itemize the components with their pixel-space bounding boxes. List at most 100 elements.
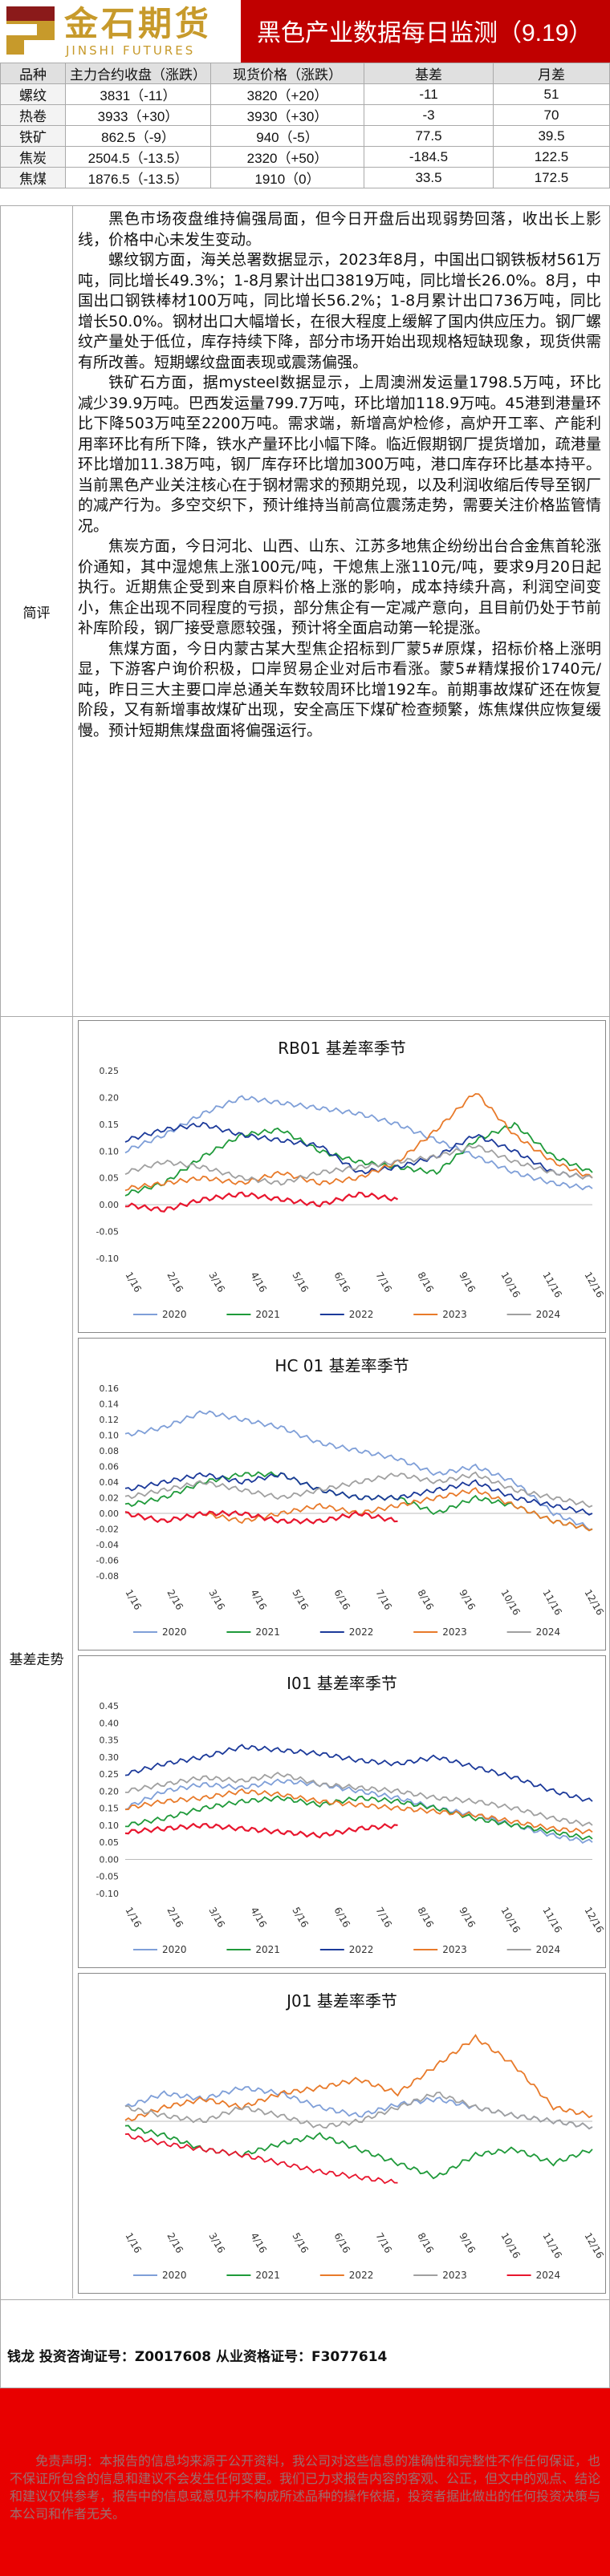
- y-tick-label: 0.04: [100, 1477, 120, 1488]
- chart-title: HC 01 基差率季节: [274, 1356, 409, 1375]
- x-tick-label: 4/16: [248, 2231, 269, 2255]
- x-tick-label: 4/16: [248, 1588, 269, 1612]
- series-line-2020: [124, 1410, 593, 1531]
- x-tick-label: 8/16: [415, 2231, 436, 2255]
- x-tick-label: 5/16: [290, 2231, 311, 2255]
- y-tick-label: 0.30: [100, 1752, 120, 1763]
- x-tick-label: 10/16: [498, 2231, 522, 2261]
- legend-label: 2021: [255, 2270, 280, 2281]
- x-tick-label: 12/16: [582, 1588, 605, 1618]
- x-tick-label: 9/16: [457, 1588, 478, 1612]
- y-tick-label: 0.35: [100, 1736, 120, 1746]
- x-tick-label: 6/16: [331, 1906, 352, 1930]
- legend-label: 2023: [442, 2270, 467, 2281]
- x-tick-label: 8/16: [415, 1588, 436, 1612]
- series-line-2024: [124, 1772, 593, 1827]
- table-row: 焦炭 2504.5（-13.5） 2320（+50） -184.5 122.5: [0, 146, 610, 168]
- table-cell: 1876.5（-13.5）: [65, 167, 211, 188]
- column-header: 主力合约收盘（涨跌）: [65, 63, 211, 84]
- table-cell: 940（-5）: [210, 125, 364, 147]
- y-tick-label: 0.06: [100, 1462, 120, 1472]
- series-line-2023: [124, 1788, 593, 1835]
- series-line-2022: [124, 1472, 593, 1516]
- x-tick-label: 4/16: [248, 1270, 269, 1294]
- comment-paragraph: 螺纹钢方面，海关总署数据显示，2023年8月，中国出口钢铁板材561万吨，同比增…: [78, 251, 601, 371]
- table-cell: 862.5（-9）: [65, 125, 211, 147]
- column-header: 品种: [0, 63, 66, 84]
- y-tick-label: 0.10: [100, 1431, 120, 1441]
- company-logo: 金石期货 JINSHI FUTURES: [0, 0, 241, 63]
- table-cell: 172.5: [493, 167, 610, 188]
- y-tick-label: 0.08: [100, 1446, 120, 1456]
- series-line-2021: [124, 1121, 593, 1197]
- y-tick-label: -0.05: [96, 1227, 119, 1237]
- x-tick-label: 2/16: [165, 2231, 185, 2255]
- j01-chart: J01 基差率季节 1/16 2/16 3/16 4/16 5/16 6/16 7/16 8/…: [78, 1973, 606, 2294]
- y-tick-label: 0.20: [100, 1092, 120, 1103]
- x-tick-label: 2/16: [165, 1588, 185, 1612]
- table-row: 螺纹 3831（-11） 3820（+20） -11 51: [0, 83, 610, 105]
- legend-label: 2020: [162, 1944, 187, 1955]
- table-cell: 热卷: [0, 104, 66, 126]
- legend-label: 2023: [442, 1309, 467, 1320]
- comment-paragraph: 铁矿石方面，据mysteel数据显示，上周澳洲发运量1798.5万吨，环比减少3…: [78, 374, 601, 535]
- x-tick-label: 12/16: [582, 2231, 605, 2261]
- x-tick-label: 1/16: [123, 1906, 144, 1930]
- legend-label: 2021: [255, 1944, 280, 1955]
- x-tick-label: 9/16: [457, 1270, 478, 1294]
- series-line-2021: [124, 1795, 593, 1841]
- analyst-credentials: 钱龙 投资咨询证号：Z0017608 从业资格证号：F3077614: [7, 2349, 388, 2365]
- column-header: 现货价格（涨跌）: [210, 63, 364, 84]
- charts-label: 基差走势: [1, 1017, 73, 2299]
- x-tick-label: 7/16: [373, 1588, 394, 1612]
- table-cell: -184.5: [364, 146, 494, 168]
- table-cell: 70: [493, 104, 610, 126]
- x-tick-label: 3/16: [206, 1270, 227, 1294]
- j01-chart-svg: 1/16 2/16 3/16 4/16 5/16 6/16 7/16 8/16 9/16 10/1…: [123, 2033, 605, 2281]
- y-tick-label: 0.05: [100, 1173, 120, 1184]
- x-tick-label: 3/16: [206, 1588, 227, 1612]
- report-header: 金石期货 JINSHI FUTURES 黑色产业数据每日监测（9.19）: [0, 0, 610, 63]
- series-line-2023: [124, 2091, 593, 2130]
- x-tick-label: 3/16: [206, 2231, 227, 2255]
- x-tick-label: 3/16: [206, 1906, 227, 1930]
- legend-label: 2021: [255, 1309, 280, 1320]
- series-line-2022: [124, 1744, 593, 1802]
- x-tick-label: 7/16: [373, 2231, 394, 2255]
- legend-label: 2022: [349, 1309, 374, 1320]
- x-tick-label: 9/16: [457, 2231, 478, 2255]
- table-cell: 螺纹: [0, 83, 66, 105]
- y-tick-label: 0.15: [100, 1120, 120, 1130]
- series-line-2020: [124, 1095, 593, 1191]
- table-cell: 1910（0）: [210, 167, 364, 188]
- x-tick-label: 12/16: [582, 1906, 605, 1935]
- x-tick-label: 10/16: [498, 1906, 522, 1935]
- series-line-2021: [124, 1471, 593, 1532]
- chart-title: I01 基差率季节: [287, 1674, 397, 1693]
- disclaimer-block: 免责声明：本报告的信息均来源于公开资料，我公司对这些信息的准确性和完整性不作任何…: [0, 2388, 610, 2576]
- series-line-2022: [124, 1121, 593, 1180]
- legend-label: 2023: [442, 1944, 467, 1955]
- legend-label: 2024: [536, 1626, 561, 1638]
- comment-section: 简评 黑色市场夜盘维持偏强局面，但今日开盘后出现弱势回落，收出长上影线，价格中心…: [0, 205, 610, 1017]
- table-row: 热卷 3933（+30） 3930（+30） -3 70: [0, 104, 610, 126]
- table-cell: 122.5: [493, 146, 610, 168]
- disclaimer-text: 免责声明：本报告的信息均来源于公开资料，我公司对这些信息的准确性和完整性不作任何…: [10, 2453, 601, 2521]
- table-cell: 51: [493, 83, 610, 105]
- y-tick-label: 0.00: [100, 1509, 120, 1519]
- series-line-2024: [124, 2132, 398, 2185]
- x-tick-label: 6/16: [331, 2231, 352, 2255]
- legend-label: 2021: [255, 1626, 280, 1638]
- x-tick-label: 5/16: [290, 1906, 311, 1930]
- x-tick-label: 2/16: [165, 1906, 185, 1930]
- chart-title: J01 基差率季节: [287, 1991, 397, 2011]
- legend-label: 2022: [349, 1944, 374, 1955]
- table-cell: 39.5: [493, 125, 610, 147]
- series-line-2022: [124, 2033, 593, 2122]
- y-tick-label: 0.12: [100, 1415, 120, 1425]
- rb01-chart: RB01 基差率季节 -0.10 -0.05 0.00 0.05 0.10 0.15 0.2…: [78, 1020, 606, 1333]
- table-cell: 3933（+30）: [65, 104, 211, 126]
- x-tick-label: 9/16: [457, 1906, 478, 1930]
- y-tick-label: 0.15: [100, 1804, 120, 1814]
